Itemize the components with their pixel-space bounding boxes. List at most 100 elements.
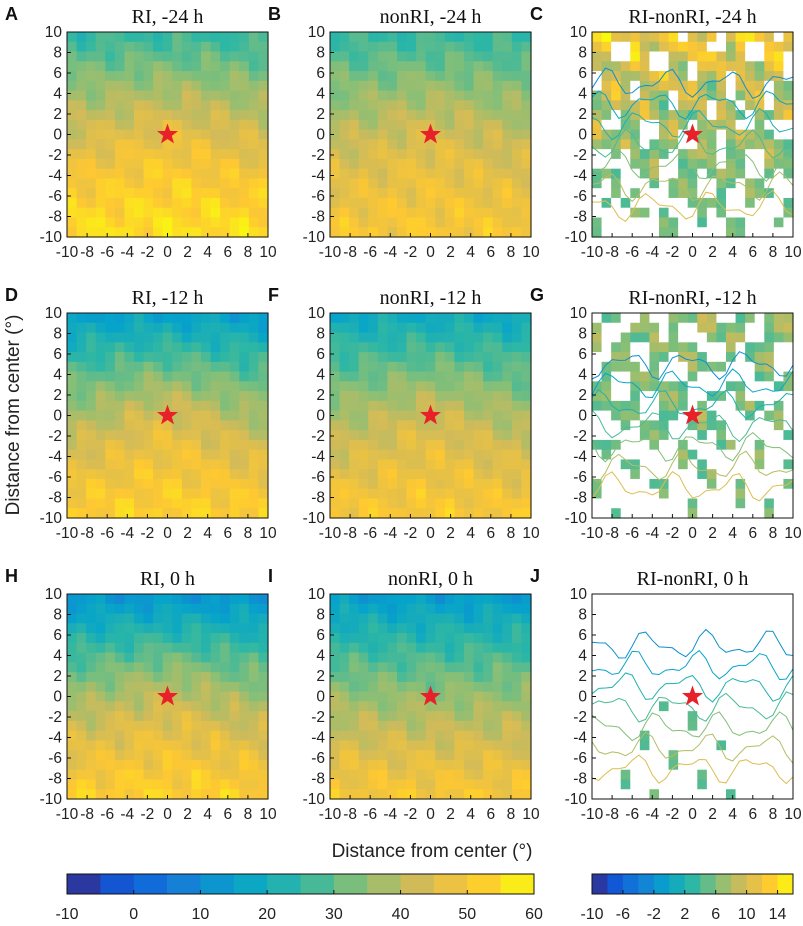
heat-cell (124, 168, 135, 180)
heat-cell (630, 691, 641, 702)
heat-cell (773, 711, 785, 722)
y-tick-label: -8 (311, 209, 325, 226)
heat-cell (492, 478, 503, 490)
heat-cell (153, 391, 164, 402)
heat-cell (86, 410, 97, 421)
heat-cell (639, 313, 651, 324)
heat-cell (745, 80, 756, 92)
heat-cell (611, 197, 622, 209)
heat-cell (86, 652, 97, 663)
heat-cell (210, 623, 221, 634)
heat-cell (735, 158, 746, 170)
heat-cell (143, 662, 154, 673)
heat-cell (114, 740, 126, 751)
heat-cell (649, 750, 660, 761)
heat-cell (620, 361, 631, 373)
heat-cell (153, 750, 164, 761)
heat-cell (483, 613, 494, 624)
heat-cell (764, 420, 775, 431)
heat-cell (258, 352, 269, 363)
heat-cell (416, 439, 427, 451)
x-tick-label: -6 (363, 244, 377, 261)
heat-cell (134, 381, 145, 392)
heat-cell (124, 158, 135, 170)
heat-cell (678, 711, 689, 722)
heat-cell (377, 51, 389, 62)
heat-cell (349, 51, 360, 62)
heat-cell (659, 508, 670, 519)
heat-cell (639, 119, 651, 131)
heat-cell (773, 119, 785, 131)
heat-cell (67, 750, 78, 761)
heat-cell (397, 342, 408, 353)
heat-cell (406, 400, 417, 412)
contour-line (591, 67, 794, 100)
heat-cell (258, 652, 269, 663)
heat-cell (229, 594, 240, 605)
heat-cell (706, 498, 718, 509)
heat-cell (492, 158, 503, 170)
heat-cell (464, 478, 475, 490)
heat-cell (124, 129, 135, 140)
heat-cell (511, 789, 523, 800)
x-tick-label: -8 (343, 806, 357, 823)
heat-cell (687, 613, 698, 624)
heat-cell (397, 100, 408, 111)
heat-cell (630, 371, 641, 382)
heat-cell (406, 623, 417, 634)
heat-cell (668, 110, 679, 121)
heat-cell (716, 681, 727, 693)
heat-cell (105, 410, 116, 421)
heat-cell (483, 129, 494, 140)
heat-cell (368, 32, 379, 43)
heat-cell (444, 381, 456, 392)
heat-cell (649, 420, 660, 431)
heat-cell (473, 498, 484, 509)
heat-cell (639, 420, 651, 431)
heat-cell (473, 381, 484, 392)
heat-cell (220, 158, 231, 170)
heat-cell (67, 430, 78, 441)
heat-cell (95, 227, 106, 238)
heat-cell (330, 322, 341, 334)
heat-cell (444, 322, 456, 334)
x-tick-label: 10 (259, 525, 277, 542)
heat-cell (143, 149, 154, 160)
heat-cell (377, 478, 389, 490)
heat-cell (387, 508, 398, 519)
heat-cell (454, 789, 465, 800)
heat-cell (678, 400, 689, 412)
heat-cell (773, 381, 785, 392)
heat-cell (754, 149, 765, 160)
heat-cell (745, 603, 756, 615)
heat-cell (706, 381, 718, 392)
heat-cell (162, 322, 173, 334)
heat-cell (76, 119, 87, 131)
heat-cell (444, 391, 456, 402)
heat-cell (86, 178, 97, 189)
heat-cell (502, 701, 513, 712)
heat-cell (162, 227, 173, 238)
heat-cell (95, 61, 106, 72)
heat-cell (229, 789, 240, 800)
heat-cell (773, 613, 785, 624)
heat-cell (181, 207, 193, 219)
heat-cell (349, 691, 360, 702)
y-tick-label: -10 (40, 791, 63, 808)
heat-cell (191, 322, 202, 334)
heat-cell (349, 90, 360, 101)
heat-cell (349, 361, 360, 373)
heat-cell (172, 342, 183, 353)
heat-cell (630, 332, 641, 343)
heat-cell (397, 410, 408, 421)
heat-cell (502, 498, 513, 509)
heat-cell (387, 129, 398, 140)
heat-cell (735, 313, 746, 324)
heat-cell (659, 227, 670, 238)
heat-cell (630, 158, 641, 170)
heat-cell (502, 400, 513, 412)
heat-cell (706, 352, 718, 363)
heat-cell (687, 149, 698, 160)
heat-cell (210, 322, 221, 334)
heat-cell (86, 508, 97, 519)
